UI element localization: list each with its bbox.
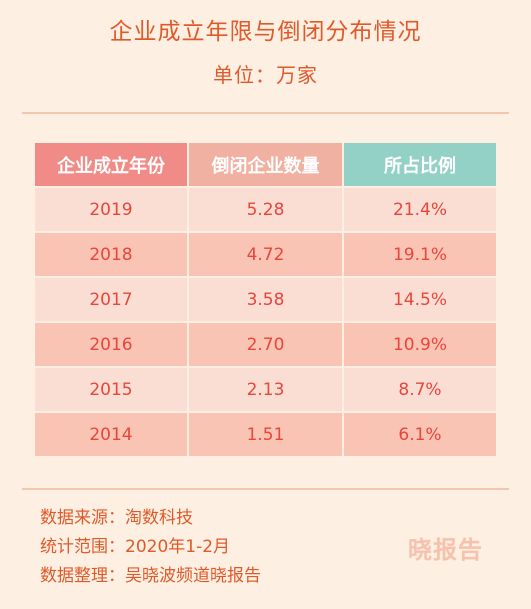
cell-share: 14.5% — [342, 276, 498, 323]
cell-count: 4.72 — [187, 231, 344, 278]
column-header-year: 企业成立年份 — [33, 141, 189, 188]
top-divider — [22, 112, 509, 114]
page-title: 企业成立年限与倒闭分布情况 — [109, 19, 422, 45]
cell-count: 5.28 — [187, 186, 344, 233]
cell-year: 2018 — [33, 231, 189, 278]
cell-year: 2019 — [33, 186, 189, 233]
column-header-share: 所占比例 — [342, 141, 498, 188]
unit-label: 单位：万家 — [213, 63, 318, 87]
watermark-logo: 晓报告 — [408, 536, 483, 564]
bottom-divider — [22, 488, 509, 490]
compiler-note: 数据整理：吴晓波频道晓报告 — [40, 566, 261, 586]
table-header-row: 企业成立年份 倒闭企业数量 所占比例 — [33, 141, 498, 188]
table-row: 2019 5.28 21.4% — [33, 186, 498, 233]
cell-share: 21.4% — [342, 186, 498, 233]
cell-count: 2.70 — [187, 321, 344, 368]
table-row: 2018 4.72 19.1% — [33, 231, 498, 278]
cell-year: 2014 — [33, 411, 189, 458]
table-row: 2014 1.51 6.1% — [33, 411, 498, 458]
cell-count: 2.13 — [187, 366, 344, 413]
footer-notes: 数据来源：淘数科技 统计范围：2020年1-2月 数据整理：吴晓波频道晓报告 — [40, 504, 261, 591]
cell-share: 8.7% — [342, 366, 498, 413]
cell-count: 1.51 — [187, 411, 344, 458]
cell-share: 10.9% — [342, 321, 498, 368]
cell-count: 3.58 — [187, 276, 344, 323]
column-header-count: 倒闭企业数量 — [187, 141, 344, 188]
period-note: 统计范围：2020年1-2月 — [40, 537, 231, 557]
data-table: 企业成立年份 倒闭企业数量 所占比例 2019 5.28 21.4% 2018 … — [33, 141, 498, 458]
source-note: 数据来源：淘数科技 — [40, 508, 193, 528]
cell-year: 2015 — [33, 366, 189, 413]
cell-share: 19.1% — [342, 231, 498, 278]
cell-year: 2017 — [33, 276, 189, 323]
cell-year: 2016 — [33, 321, 189, 368]
cell-share: 6.1% — [342, 411, 498, 458]
table-row: 2017 3.58 14.5% — [33, 276, 498, 323]
table-row: 2016 2.70 10.9% — [33, 321, 498, 368]
table-row: 2015 2.13 8.7% — [33, 366, 498, 413]
